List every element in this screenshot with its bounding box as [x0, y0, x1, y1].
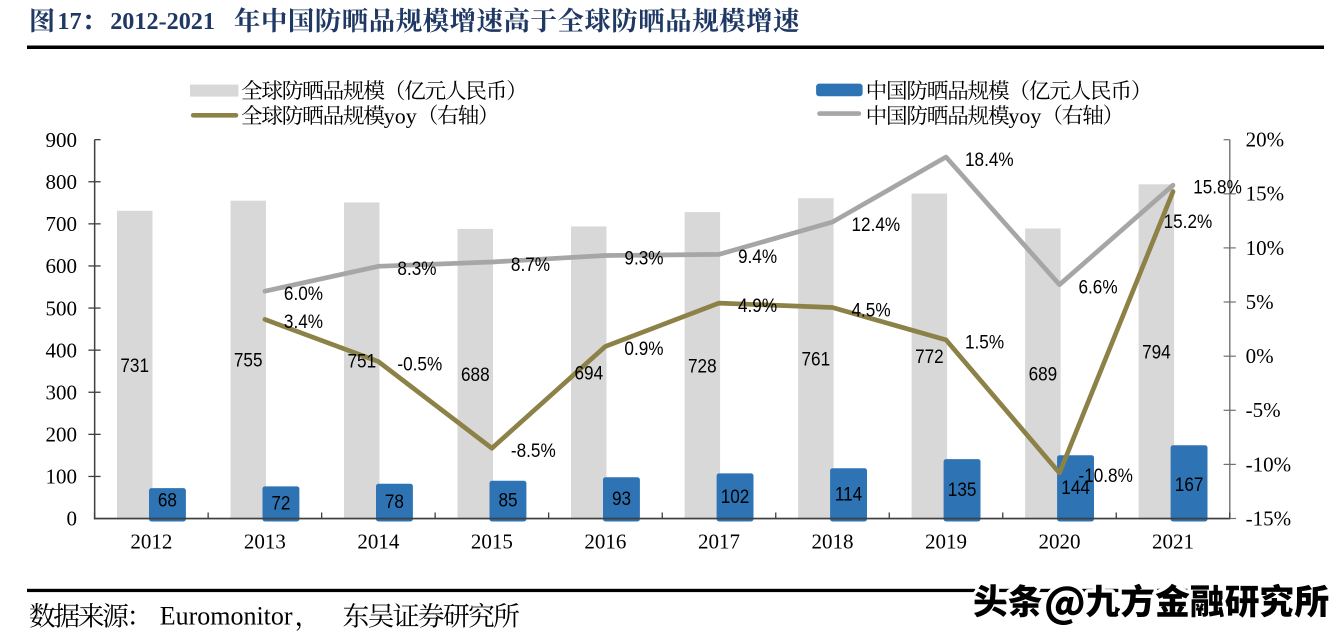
svg-text:772: 772 [915, 345, 944, 367]
svg-text:761: 761 [801, 347, 830, 369]
svg-text:2019: 2019 [925, 529, 967, 553]
svg-text:689: 689 [1029, 363, 1058, 385]
svg-text:yoy: yoy [1008, 103, 1041, 128]
svg-text:-8.5%: -8.5% [511, 439, 556, 461]
svg-text:114: 114 [835, 482, 862, 504]
svg-text:2012: 2012 [130, 529, 172, 553]
svg-text:6.0%: 6.0% [284, 282, 323, 304]
svg-text:728: 728 [688, 354, 717, 376]
svg-text:15.8%: 15.8% [1193, 176, 1242, 198]
svg-text:0: 0 [67, 507, 78, 531]
svg-text:600: 600 [46, 254, 78, 278]
svg-text:8.3%: 8.3% [397, 257, 436, 279]
svg-text:0.9%: 0.9% [624, 337, 663, 359]
svg-text:8.7%: 8.7% [511, 253, 550, 275]
svg-text:694: 694 [574, 362, 603, 384]
svg-text:135: 135 [948, 478, 977, 500]
svg-text:3.4%: 3.4% [284, 310, 323, 332]
svg-text:144: 144 [1061, 476, 1090, 498]
svg-text:2020: 2020 [1039, 529, 1081, 553]
svg-text:9.4%: 9.4% [738, 245, 777, 267]
svg-text:300: 300 [46, 380, 78, 404]
svg-text:100: 100 [46, 465, 78, 489]
svg-text:4.9%: 4.9% [738, 294, 777, 316]
svg-text:10%: 10% [1246, 236, 1285, 260]
svg-text:400: 400 [46, 338, 78, 362]
svg-text:85: 85 [498, 489, 517, 511]
svg-text:102: 102 [721, 485, 750, 507]
svg-text:-10%: -10% [1246, 452, 1292, 476]
svg-text:15.2%: 15.2% [1164, 210, 1213, 232]
svg-text:5%: 5% [1246, 290, 1274, 314]
svg-text:-15%: -15% [1246, 506, 1292, 530]
svg-text:68: 68 [158, 488, 177, 510]
svg-text:731: 731 [120, 354, 149, 376]
svg-text:0%: 0% [1246, 344, 1274, 368]
svg-text:700: 700 [46, 212, 78, 236]
svg-text:17: 17 [57, 8, 81, 35]
svg-text:72: 72 [271, 491, 290, 513]
svg-text:Euromonitor: Euromonitor [160, 602, 293, 631]
svg-text:9.3%: 9.3% [624, 246, 663, 268]
svg-text:167: 167 [1175, 473, 1204, 495]
svg-text:2016: 2016 [584, 529, 626, 553]
svg-text:-0.5%: -0.5% [397, 352, 442, 374]
svg-text:15%: 15% [1246, 182, 1285, 206]
svg-text:1.5%: 1.5% [965, 331, 1004, 353]
svg-text:2015: 2015 [471, 529, 513, 553]
svg-text:900: 900 [46, 128, 78, 152]
svg-text:688: 688 [461, 363, 490, 385]
svg-text:yoy: yoy [384, 103, 417, 128]
svg-text:794: 794 [1142, 340, 1171, 362]
svg-text:500: 500 [46, 296, 78, 320]
svg-text:6.6%: 6.6% [1079, 275, 1118, 297]
svg-text:2014: 2014 [357, 529, 400, 553]
svg-text:755: 755 [234, 349, 263, 371]
svg-text:78: 78 [385, 490, 404, 512]
svg-text:751: 751 [347, 350, 376, 372]
svg-text:2021: 2021 [1152, 529, 1194, 553]
svg-text:2018: 2018 [812, 529, 854, 553]
svg-text:2017: 2017 [698, 529, 740, 553]
svg-text:200: 200 [46, 423, 78, 447]
svg-text:93: 93 [612, 487, 631, 509]
svg-text:800: 800 [46, 170, 78, 194]
svg-text:2012-2021: 2012-2021 [110, 8, 215, 35]
svg-text:2013: 2013 [244, 529, 286, 553]
svg-text:18.4%: 18.4% [965, 148, 1014, 170]
svg-text:-5%: -5% [1246, 398, 1281, 422]
svg-text:4.5%: 4.5% [852, 298, 891, 320]
svg-text:-10.8%: -10.8% [1079, 464, 1133, 486]
svg-text:12.4%: 12.4% [852, 213, 901, 235]
svg-text:20%: 20% [1246, 128, 1285, 152]
